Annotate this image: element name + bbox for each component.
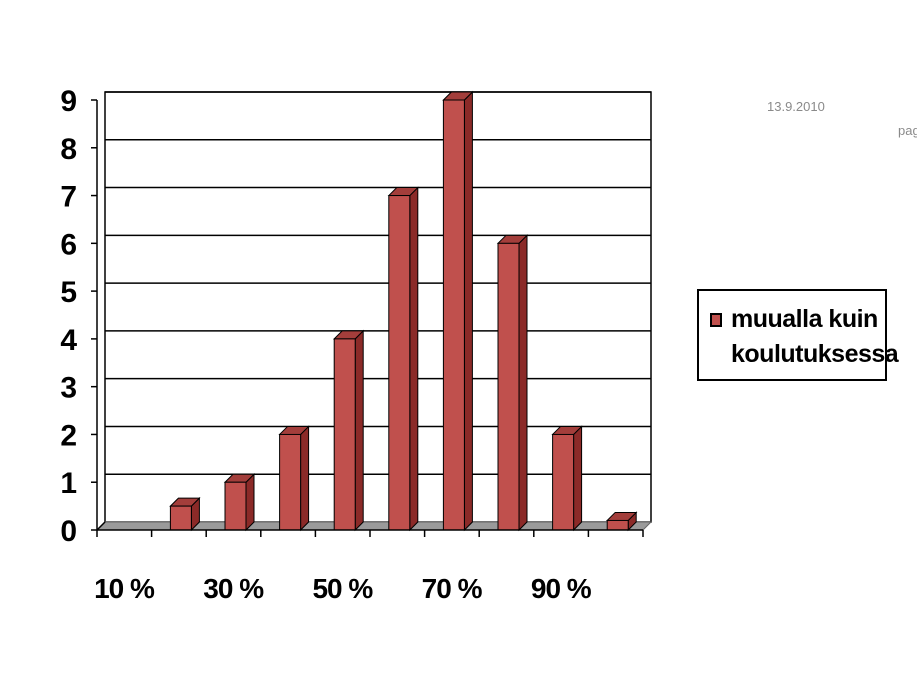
axis-labels: 0 1 2 3 4 5 6 7 8 9 10 % 30 % 50 % 70 % 90 % [60, 85, 592, 604]
y-tick-label: 9 [60, 85, 77, 118]
bar [387, 186, 420, 532]
bar-side [354, 329, 364, 532]
y-tick-label: 2 [60, 419, 77, 452]
bar-side [245, 473, 255, 532]
y-tick-label: 7 [60, 181, 77, 214]
y-tick-label: 1 [60, 467, 77, 500]
x-tick-label: 30 % [203, 573, 264, 604]
bar [442, 90, 474, 532]
y-tick-label: 5 [60, 276, 77, 309]
chart-legend: muualla kuin koulutuksessa [697, 289, 899, 381]
slide-date: 13.9.2010 [767, 99, 825, 114]
bar-side [518, 234, 528, 532]
legend-swatch-icon [710, 313, 722, 327]
bar [332, 329, 365, 532]
bar-front [606, 519, 629, 531]
bar-front [169, 505, 192, 531]
y-tick-label: 6 [60, 228, 77, 261]
bar-front [388, 195, 411, 531]
y-axis-depth [96, 521, 106, 531]
bar [169, 496, 201, 532]
bar [223, 473, 256, 532]
axes [91, 99, 644, 537]
legend-label-line1: muualla kuin [731, 305, 878, 333]
bar-side [409, 186, 419, 532]
bar-front [497, 242, 520, 531]
y-tick-label: 8 [60, 133, 77, 166]
bar-side [300, 425, 310, 532]
y-tick-label: 4 [60, 324, 77, 357]
bar [496, 234, 529, 532]
bar-side [573, 425, 583, 532]
bar-front [333, 338, 356, 531]
bar [278, 425, 310, 532]
y-tick-label: 0 [60, 515, 77, 548]
bar [551, 425, 583, 532]
bar-front [442, 99, 465, 531]
x-tick-label: 50 % [312, 573, 373, 604]
legend-label-line2: koulutuksessa [731, 340, 899, 368]
x-tick-label: 90 % [531, 573, 592, 604]
bar-series [169, 90, 638, 532]
bar-front [552, 433, 575, 531]
y-tick-label: 3 [60, 372, 77, 405]
page-number-fragment: pag [898, 123, 917, 138]
bar-front [279, 433, 302, 531]
x-tick-label: 10 % [94, 573, 155, 604]
bar-side [463, 90, 473, 532]
bar-front [224, 481, 247, 531]
x-tick-label: 70 % [422, 573, 483, 604]
